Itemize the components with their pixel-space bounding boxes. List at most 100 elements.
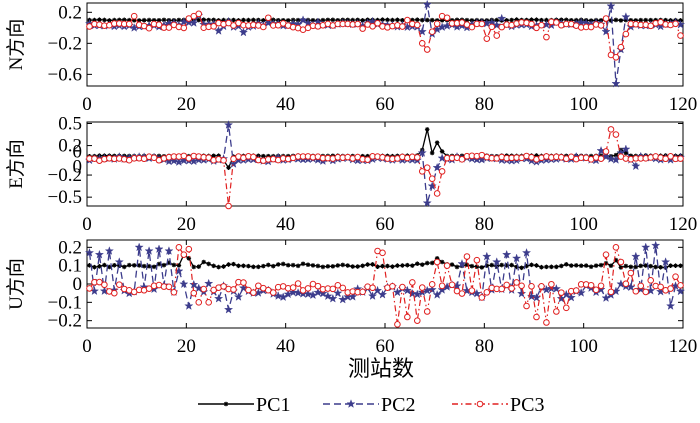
marker-p2-1-75 bbox=[457, 259, 467, 268]
marker-p2-0-89 bbox=[529, 262, 534, 268]
marker-p2-0-109 bbox=[628, 264, 634, 270]
marker-p2-2-84 bbox=[503, 281, 510, 289]
marker-p2-1-119 bbox=[675, 286, 686, 296]
marker-p2-2-106 bbox=[612, 244, 620, 251]
marker-p0-0-3 bbox=[102, 17, 107, 23]
marker-p2-0-101 bbox=[588, 264, 594, 270]
marker-p2-1-12 bbox=[144, 246, 154, 255]
marker-p0-0-70 bbox=[434, 18, 440, 23]
marker-p2-0-87 bbox=[519, 265, 524, 271]
marker-pL-0-0 bbox=[223, 401, 229, 407]
marker-p2-0-80 bbox=[484, 263, 490, 269]
legend-entry-PC2: PC2 bbox=[323, 394, 415, 416]
marker-p2-1-117 bbox=[666, 301, 676, 310]
marker-p0-0-1 bbox=[92, 17, 97, 23]
marker-p2-2-83 bbox=[498, 285, 506, 293]
marker-p1-2-56 bbox=[364, 156, 371, 163]
y-tick-label-2-0: 0.2 bbox=[58, 237, 82, 258]
marker-p2-2-62 bbox=[394, 321, 401, 328]
x-tick-label-0-0: 0 bbox=[82, 94, 92, 115]
marker-p2-0-113 bbox=[648, 263, 654, 269]
marker-p0-2-118 bbox=[672, 20, 679, 28]
marker-p1-2-66 bbox=[413, 154, 421, 161]
marker-p2-2-51 bbox=[339, 284, 347, 292]
series-PC3-panel-2 bbox=[86, 244, 684, 328]
marker-p0-0-108 bbox=[623, 17, 629, 23]
marker-p0-0-32 bbox=[246, 17, 251, 23]
marker-p2-0-5 bbox=[112, 262, 117, 268]
marker-p0-0-82 bbox=[494, 17, 500, 23]
marker-p2-0-30 bbox=[236, 263, 241, 269]
marker-p0-1-21 bbox=[189, 18, 199, 27]
marker-p0-0-15 bbox=[161, 17, 167, 23]
marker-p1-0-28 bbox=[226, 165, 231, 170]
marker-p2-1-0 bbox=[84, 248, 95, 257]
x-tick-label-0-2: 40 bbox=[276, 94, 295, 115]
marker-p2-1-88 bbox=[521, 248, 532, 257]
marker-p2-0-43 bbox=[300, 261, 306, 267]
marker-p2-1-114 bbox=[651, 240, 661, 250]
marker-p0-0-18 bbox=[176, 17, 182, 23]
marker-p0-0-8 bbox=[126, 17, 132, 23]
marker-p0-2-16 bbox=[165, 24, 173, 31]
marker-p2-0-99 bbox=[578, 263, 584, 269]
marker-p0-2-76 bbox=[463, 21, 471, 28]
marker-p0-0-45 bbox=[310, 17, 316, 23]
marker-p2-0-0 bbox=[87, 263, 92, 268]
marker-p0-0-68 bbox=[424, 17, 430, 23]
marker-p2-0-39 bbox=[280, 261, 286, 267]
marker-p0-1-104 bbox=[601, 26, 611, 36]
marker-p0-0-107 bbox=[618, 18, 624, 23]
marker-p2-0-98 bbox=[573, 263, 579, 268]
marker-p2-2-94 bbox=[553, 308, 560, 315]
marker-p2-0-85 bbox=[509, 262, 514, 268]
marker-p2-0-66 bbox=[414, 261, 420, 266]
marker-p2-2-5 bbox=[111, 289, 118, 297]
marker-p2-0-82 bbox=[494, 264, 500, 269]
marker-p0-2-68 bbox=[423, 46, 431, 53]
marker-p2-2-96 bbox=[562, 304, 570, 312]
marker-p2-2-57 bbox=[369, 284, 376, 292]
marker-p1-2-13 bbox=[150, 154, 158, 162]
marker-p2-0-107 bbox=[618, 265, 624, 270]
marker-p0-1-36 bbox=[263, 18, 273, 27]
marker-p2-1-19 bbox=[179, 279, 189, 289]
marker-p2-0-70 bbox=[434, 256, 440, 261]
marker-p0-2-91 bbox=[538, 21, 545, 29]
marker-p0-2-108 bbox=[622, 30, 630, 38]
x-axis-label: 测站数 bbox=[348, 356, 414, 381]
marker-p2-1-49 bbox=[328, 293, 338, 303]
marker-p2-2-69 bbox=[428, 281, 436, 288]
marker-p0-0-35 bbox=[261, 18, 266, 23]
marker-p0-0-62 bbox=[395, 17, 400, 23]
marker-p1-2-106 bbox=[612, 131, 620, 138]
marker-p2-0-60 bbox=[385, 263, 390, 269]
marker-p2-0-33 bbox=[251, 264, 256, 270]
legend-entry-PC1: PC1 bbox=[198, 394, 290, 416]
series-line-PC2-2 bbox=[88, 245, 681, 310]
marker-p2-0-3 bbox=[102, 262, 107, 268]
marker-p2-2-77 bbox=[468, 287, 476, 294]
marker-p2-0-48 bbox=[325, 264, 331, 269]
marker-p2-0-46 bbox=[315, 263, 321, 269]
marker-p2-2-21 bbox=[190, 289, 198, 297]
marker-p2-0-58 bbox=[375, 264, 380, 269]
marker-p0-2-72 bbox=[443, 14, 451, 22]
marker-p2-1-48 bbox=[323, 291, 333, 301]
marker-p0-0-85 bbox=[509, 17, 514, 23]
marker-p2-1-87 bbox=[517, 288, 527, 298]
x-tick-label-0-1: 20 bbox=[177, 94, 196, 115]
y-tick-label-1-0: 0.5 bbox=[58, 113, 82, 134]
marker-p1-1-67 bbox=[417, 148, 427, 157]
marker-p2-1-50 bbox=[333, 288, 343, 298]
marker-p0-0-23 bbox=[201, 17, 207, 23]
marker-p2-2-33 bbox=[250, 289, 257, 296]
marker-p0-2-82 bbox=[493, 32, 501, 39]
marker-p2-0-17 bbox=[171, 262, 177, 268]
marker-p0-2-77 bbox=[468, 23, 476, 31]
x-tick-label-2-3: 60 bbox=[376, 336, 395, 357]
marker-p0-0-31 bbox=[241, 17, 246, 23]
marker-pL-2-0 bbox=[476, 400, 484, 408]
y-tick-label-0-1: −0.2 bbox=[48, 33, 82, 54]
